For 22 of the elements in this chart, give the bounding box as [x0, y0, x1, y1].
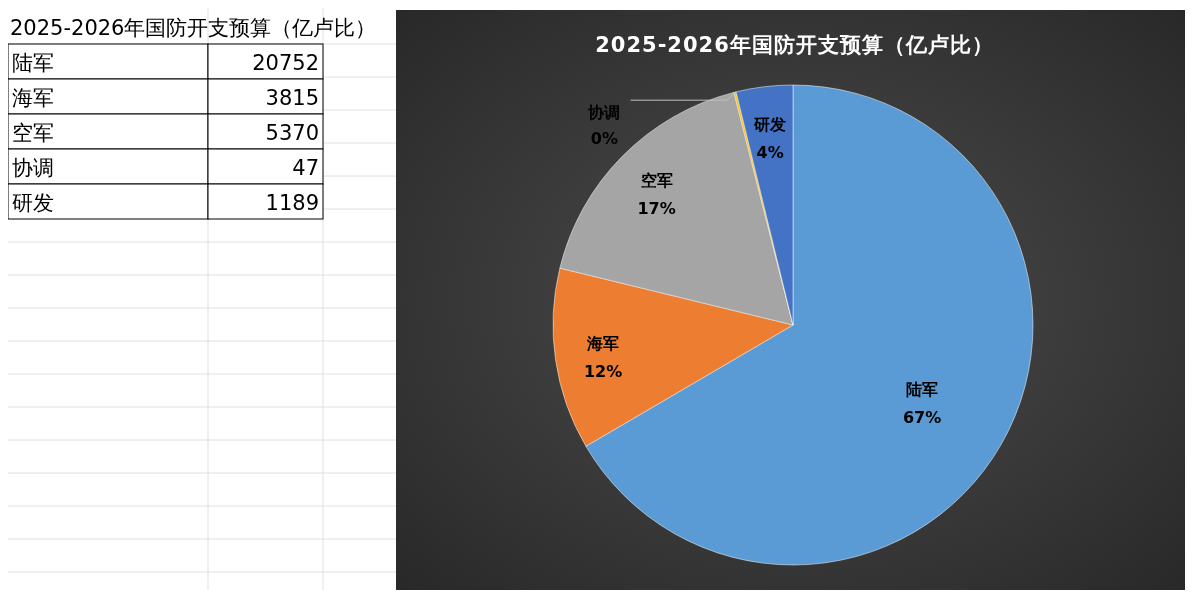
category-label: 研发 [12, 191, 54, 215]
text: 2025-2026年国防开支预算（亿卢比） [10, 16, 377, 40]
data-label: 0% [590, 129, 619, 149]
category-label: 陆军 [12, 51, 54, 75]
data-label: 4% [756, 143, 784, 163]
data-label: 17% [637, 198, 676, 218]
slice-label: 协调 [587, 103, 621, 123]
slice-label: 陆军 [906, 380, 939, 400]
data-label: 1189 [265, 191, 319, 215]
data-label: 12% [583, 361, 623, 381]
chart-title: 2025-2026年国防开支预算（亿卢比） [595, 33, 994, 57]
slice-label: 空军 [640, 170, 673, 190]
category-label: 空军 [12, 121, 54, 145]
category-label: 海军 [12, 86, 54, 110]
data-label: 5370 [265, 121, 319, 145]
data-label: 20752 [252, 51, 319, 75]
slice-label: 海军 [586, 333, 620, 353]
data-label: 67% [902, 408, 942, 428]
slice-label: 研发 [753, 115, 787, 135]
data-label: 47 [292, 156, 319, 180]
category-label: 协调 [12, 156, 54, 180]
data-label: 3815 [265, 86, 319, 110]
